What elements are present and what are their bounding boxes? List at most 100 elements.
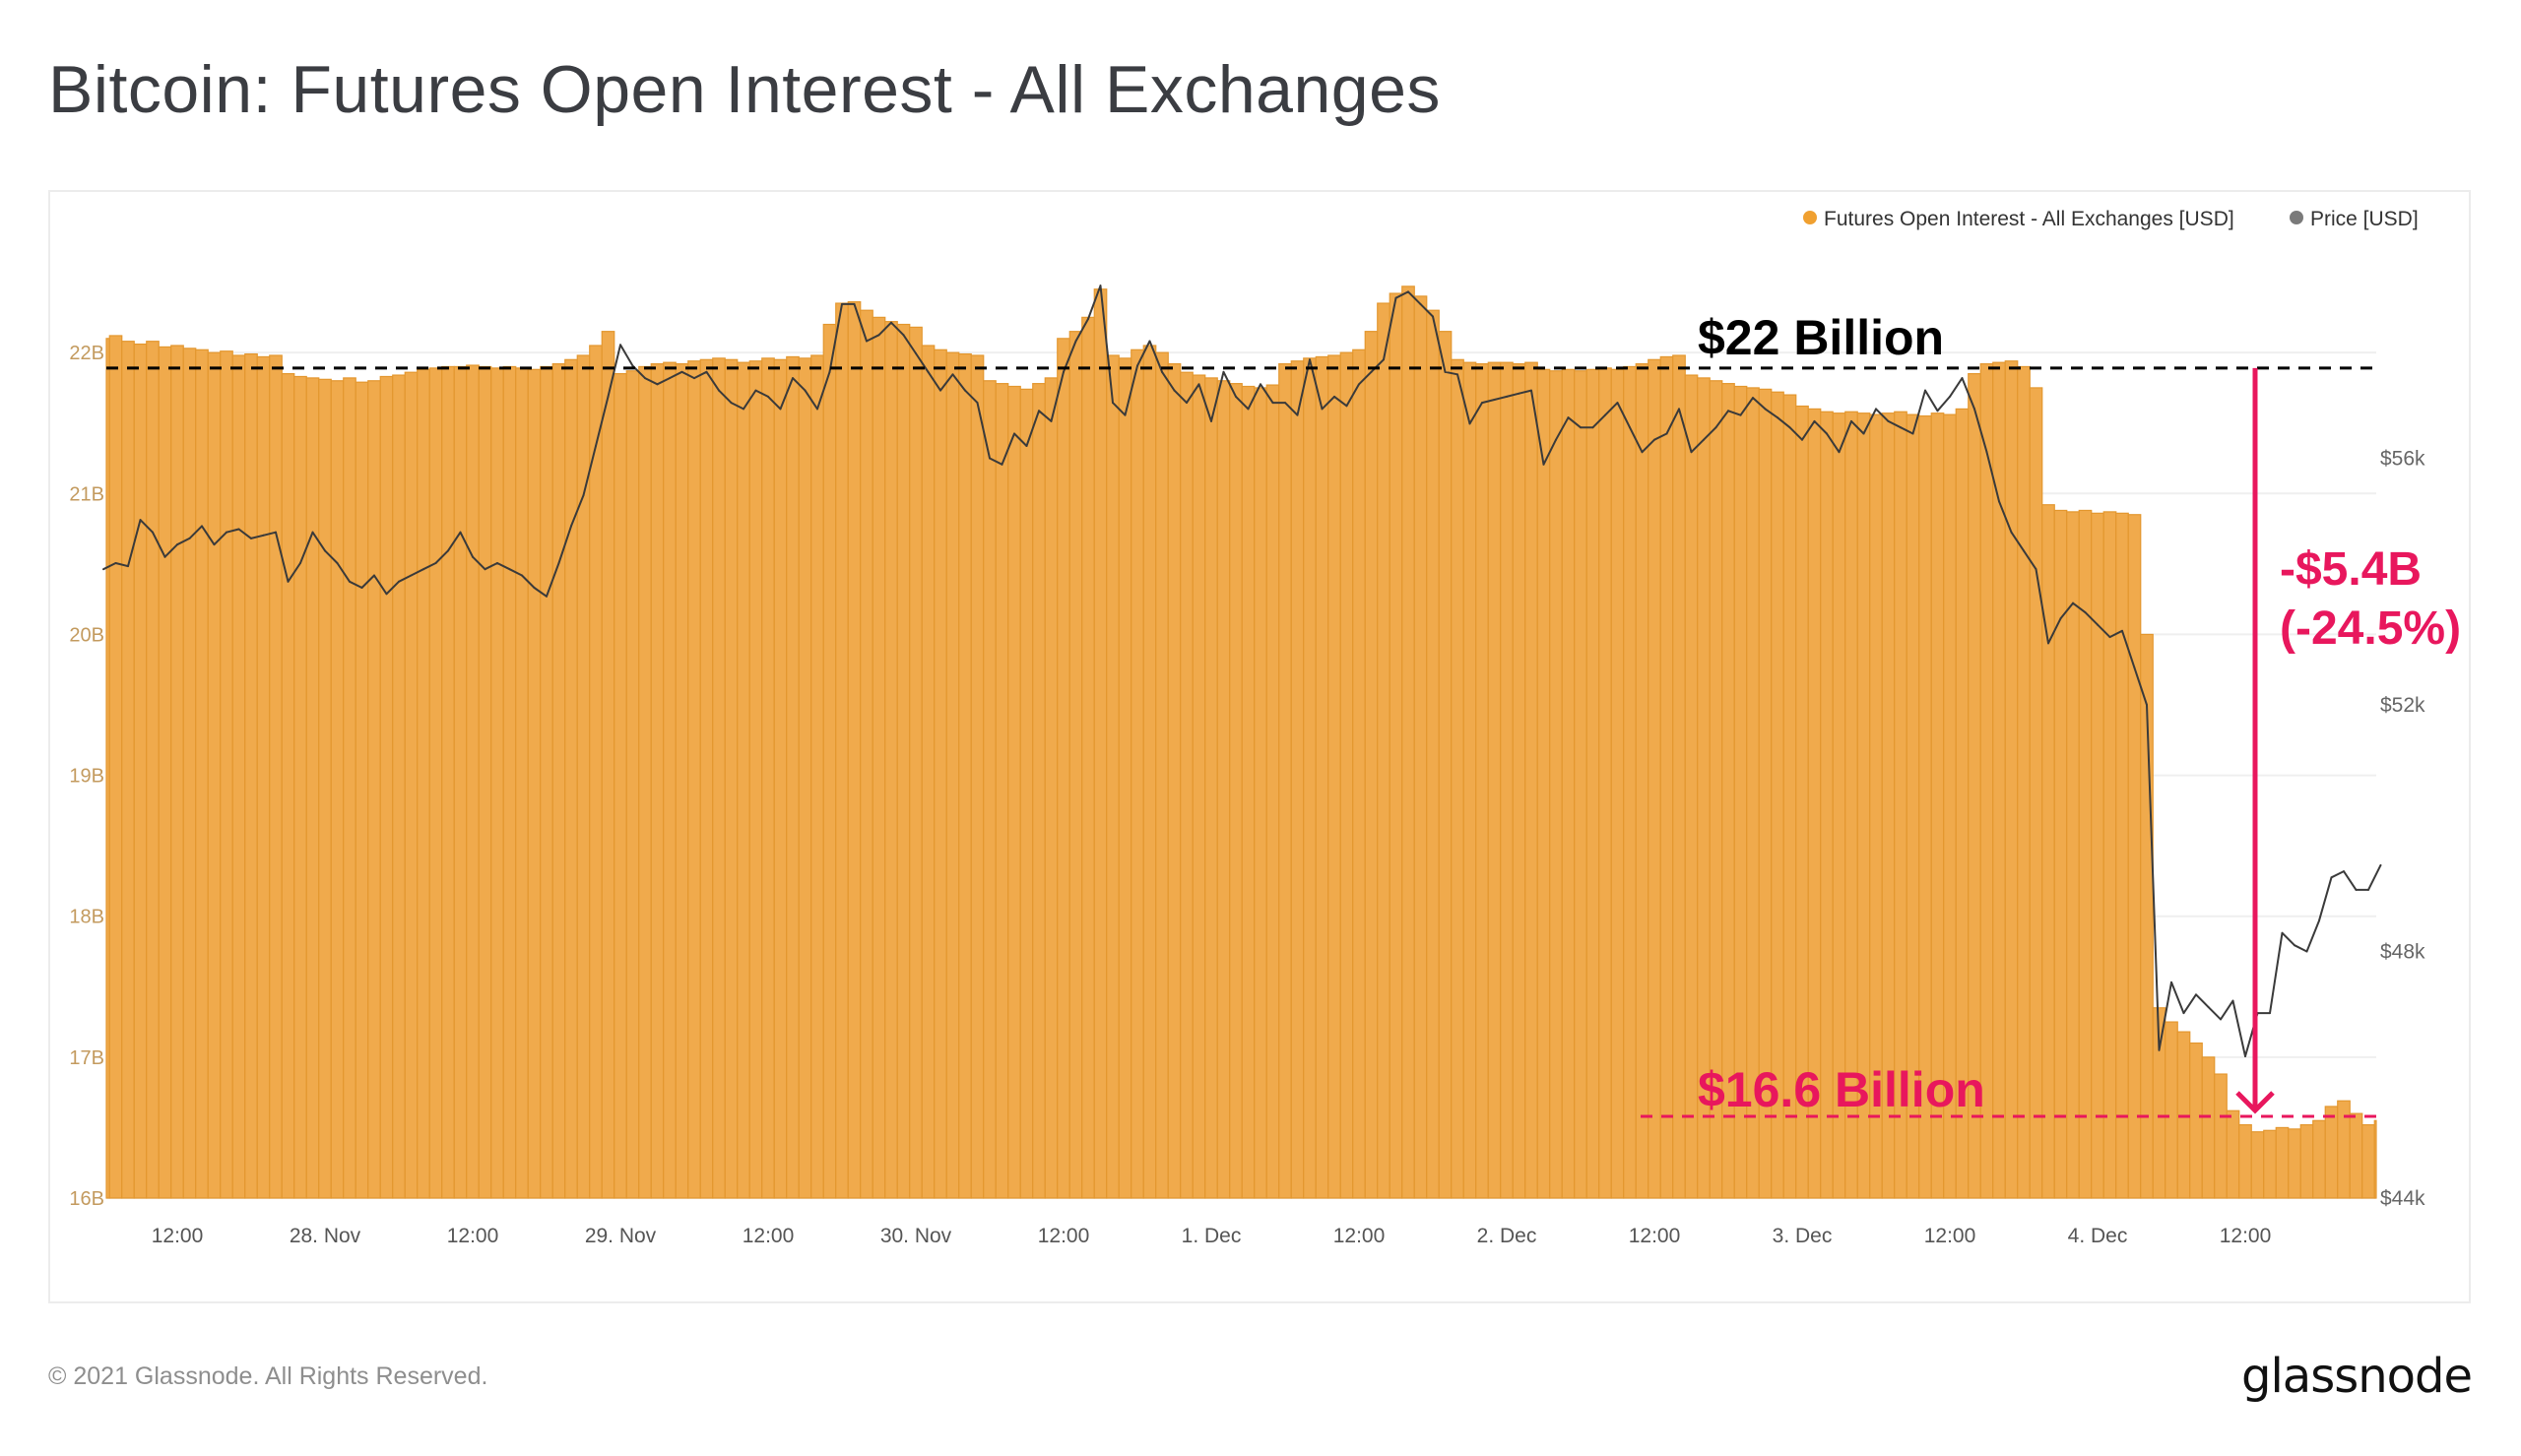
price-point [398, 580, 400, 583]
price-point [1394, 296, 1397, 299]
open-interest-bar [1451, 358, 1464, 1199]
price-point [1173, 389, 1176, 392]
open-interest-bar [798, 357, 812, 1199]
x-tick-label: 28. Nov [290, 1225, 361, 1247]
legend-dot-icon [2290, 211, 2303, 224]
price-point [693, 377, 695, 380]
price-point [1271, 402, 1274, 405]
open-interest-bar [1290, 360, 1305, 1199]
price-point [176, 543, 178, 546]
open-interest-bar [773, 358, 788, 1199]
legend-item-open-interest[interactable]: Futures Open Interest - All Exchanges [U… [1803, 208, 2234, 230]
open-interest-bar [934, 348, 947, 1199]
open-interest-bar [343, 377, 356, 1199]
price-point [385, 593, 388, 596]
price-point [1345, 405, 1348, 408]
price-point [1518, 392, 1520, 395]
x-tick-label: 12:00 [1333, 1225, 1386, 1247]
price-point [360, 587, 363, 590]
open-interest-bar [2349, 1112, 2363, 1199]
price-point [2281, 931, 2284, 934]
price-point [743, 408, 744, 411]
price-point [336, 561, 339, 564]
open-interest-bar [244, 352, 258, 1199]
open-interest-bar [2017, 365, 2031, 1199]
x-tick-label: 12:00 [1629, 1225, 1681, 1247]
open-interest-bar [318, 378, 332, 1199]
price-point [2023, 549, 2025, 552]
price-point [730, 402, 733, 405]
open-interest-bar [2189, 1042, 2203, 1199]
price-point [680, 370, 683, 373]
x-tick-label: 4. Dec [2068, 1225, 2128, 1247]
open-interest-bar [367, 380, 381, 1199]
price-point [1260, 383, 1261, 386]
open-interest-bar [1512, 362, 1526, 1199]
price-point [1875, 408, 1877, 411]
price-point [1161, 370, 1163, 373]
page-title: Bitcoin: Futures Open Interest - All Exc… [48, 52, 1441, 127]
open-interest-bar [330, 380, 345, 1199]
x-tick-label: 30. Nov [880, 1225, 952, 1247]
open-interest-bar [305, 377, 320, 1199]
open-interest-bar [527, 368, 542, 1199]
price-point [1186, 402, 1188, 405]
price-point [1358, 383, 1360, 386]
price-point [557, 561, 560, 564]
price-point [2059, 617, 2062, 620]
price-point [754, 389, 757, 392]
price-point [1063, 370, 1065, 373]
price-point [951, 373, 954, 376]
open-interest-bar [2127, 514, 2142, 1199]
price-point [656, 383, 659, 386]
open-interest-bar [995, 383, 1009, 1199]
price-point [718, 389, 720, 392]
price-point [163, 555, 166, 558]
bottom-line-label: $16.6 Billion [1698, 1062, 1985, 1117]
open-interest-bar [1007, 385, 1021, 1199]
price-point [1567, 416, 1570, 419]
price-point [139, 519, 142, 522]
open-interest-bar [1303, 357, 1317, 1199]
price-point [1616, 402, 1619, 405]
price-point [2220, 1018, 2222, 1021]
open-interest-bar [121, 341, 135, 1199]
open-interest-bar [1019, 388, 1034, 1199]
price-point [1862, 432, 1865, 435]
price-point [1580, 426, 1582, 429]
price-point [201, 525, 203, 528]
open-interest-bar [1229, 383, 1243, 1199]
open-interest-bar [2091, 512, 2104, 1199]
y-left-tick-label: 16B [69, 1188, 104, 1210]
open-interest-bar [638, 365, 652, 1199]
open-interest-bar [1536, 368, 1551, 1199]
price-point [2170, 981, 2172, 983]
price-point [631, 364, 634, 367]
x-tick-label: 12:00 [1924, 1225, 1976, 1247]
price-point [1284, 402, 1286, 405]
price-point [1468, 422, 1471, 425]
open-interest-bar [625, 370, 640, 1199]
price-point [1604, 413, 1606, 416]
open-interest-bar [872, 316, 886, 1199]
open-interest-bar [2201, 1056, 2216, 1199]
open-interest-bar [146, 341, 160, 1199]
price-point [939, 389, 941, 392]
price-point [1197, 383, 1200, 386]
open-interest-bar [1500, 361, 1514, 1199]
price-point [1050, 419, 1053, 422]
price-point [299, 561, 301, 564]
y-left-tick-label: 19B [69, 766, 104, 788]
open-interest-bar [896, 323, 911, 1199]
y-right-tick-label: $48k [2380, 941, 2425, 964]
price-point [1432, 315, 1434, 318]
price-point [2133, 666, 2136, 669]
open-interest-bar [2373, 1119, 2377, 1199]
price-point [619, 344, 621, 347]
open-interest-bar [614, 373, 627, 1199]
legend-item-price[interactable]: Price [USD] [2290, 208, 2419, 230]
price-point [2108, 636, 2111, 639]
price-point [1949, 395, 1951, 398]
x-tick-label: 12:00 [152, 1225, 204, 1247]
open-interest-bar [1118, 357, 1132, 1199]
